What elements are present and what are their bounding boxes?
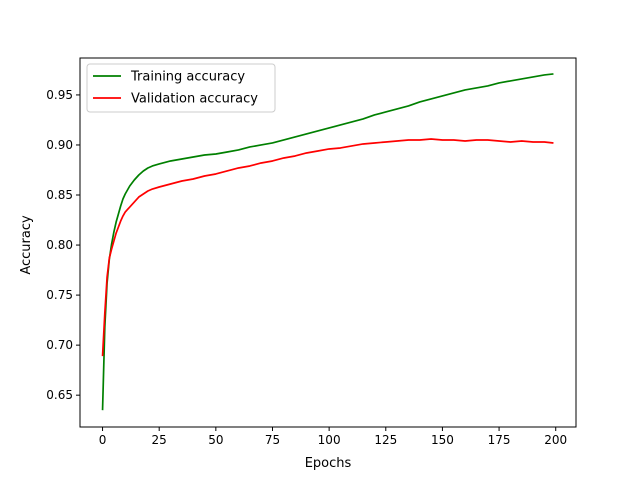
y-tick-label: 0.80 [46,238,73,252]
axes-frame [79,57,577,428]
legend: Training accuracy Validation accuracy [86,63,276,113]
x-tick-label: 150 [431,433,454,447]
x-tick-label: 175 [488,433,511,447]
y-tick-label: 0.85 [46,188,73,202]
y-tick-label: 0.90 [46,138,73,152]
x-tick-label: 75 [265,433,280,447]
y-tick-label: 0.65 [46,388,73,402]
y-tick-label: 0.70 [46,338,73,352]
series-line-training [101,73,554,411]
x-axis-label: Epochs [305,456,352,471]
axis-ticks: 0 25 50 75 100 125 150 175 200 0.65 0.70 0.75 0.80 0.… [46,88,567,447]
y-tick-label: 0.95 [46,88,73,102]
x-tick-label: 50 [208,433,223,447]
legend-label: Validation accuracy [131,92,258,107]
y-axis-label: Accuracy [19,215,34,275]
legend-box [86,63,276,113]
legend-label: Training accuracy [130,70,245,85]
x-tick-label: 100 [318,433,341,447]
series-line-validation [101,138,554,357]
x-tick-label: 200 [544,433,567,447]
x-tick-label: 25 [152,433,167,447]
x-tick-label: 125 [374,433,397,447]
x-tick-label: 0 [99,433,107,447]
y-tick-label: 0.75 [46,288,73,302]
plot-area [79,57,577,428]
